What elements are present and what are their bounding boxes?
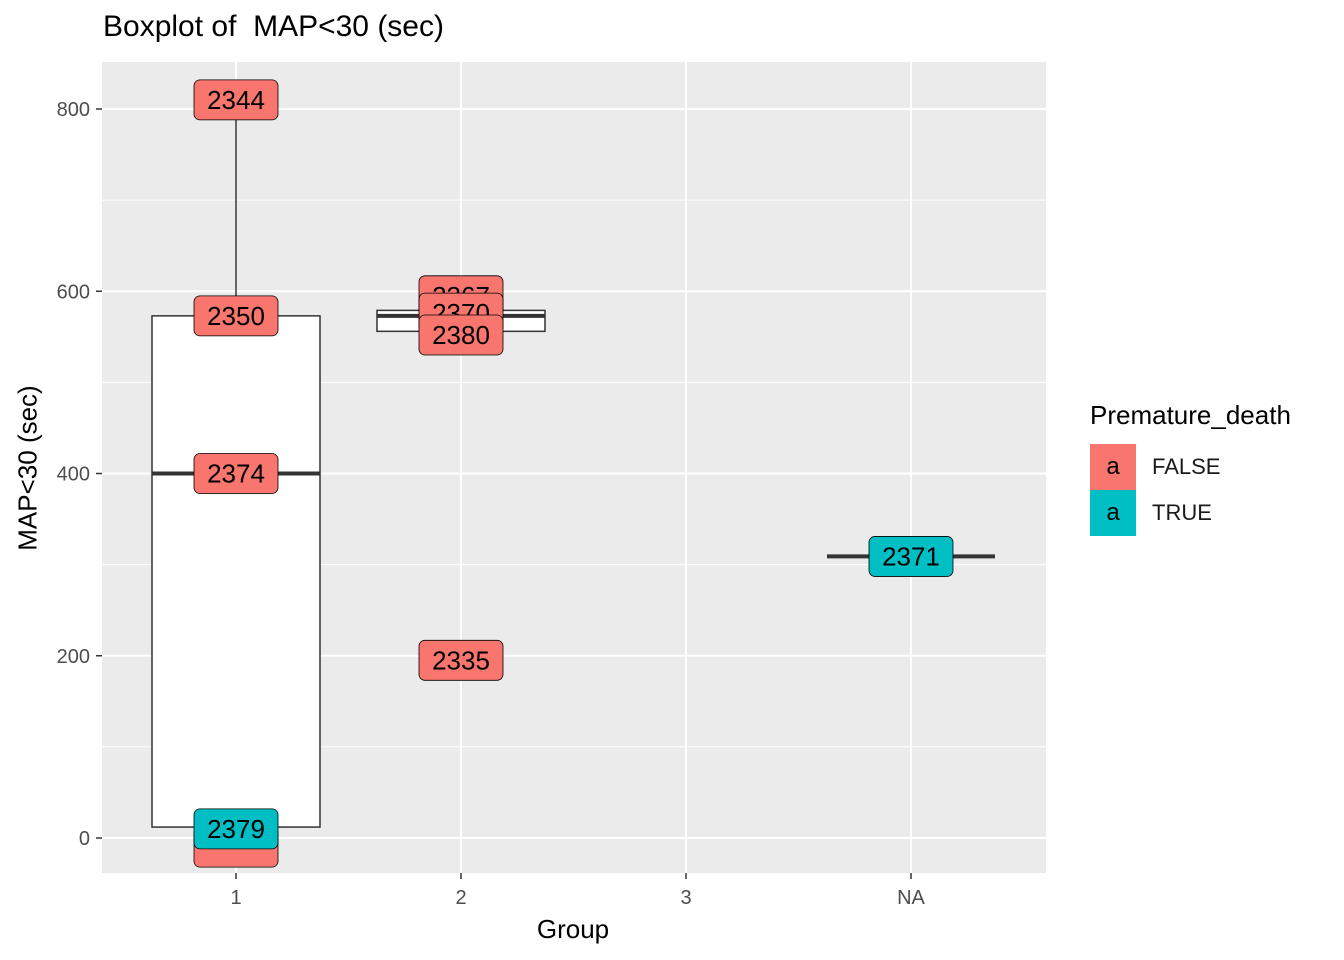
point-label-text: 2350 bbox=[207, 301, 265, 331]
point-label-text: 2335 bbox=[432, 645, 490, 675]
point-label-box bbox=[193, 79, 279, 121]
x-tick-label: 2 bbox=[455, 887, 466, 909]
legend-label-true: TRUE bbox=[1152, 500, 1212, 525]
point-label-text: 2379 bbox=[207, 814, 265, 844]
y-tick-label: 200 bbox=[57, 646, 90, 668]
y-tick-label: 400 bbox=[57, 464, 90, 486]
y-tick-label: 600 bbox=[57, 281, 90, 303]
chart-title: Boxplot of MAP<30 (sec) bbox=[103, 10, 444, 43]
point-label-text: 2374 bbox=[207, 459, 265, 489]
x-tick-label: 1 bbox=[230, 887, 241, 909]
legend-item-false: a FALSE bbox=[1090, 444, 1220, 490]
x-tick-label: NA bbox=[897, 887, 925, 909]
point-label-box bbox=[868, 536, 954, 577]
point-label-box bbox=[193, 453, 279, 494]
legend-item-true: a TRUE bbox=[1090, 490, 1212, 536]
legend: Premature_death a FALSE a TRUE bbox=[1090, 400, 1291, 536]
legend-key-true: a bbox=[1090, 490, 1136, 536]
point-label-text: 2371 bbox=[882, 541, 940, 571]
point-label: 2380 bbox=[418, 314, 504, 356]
legend-title: Premature_death bbox=[1090, 400, 1291, 430]
x-tick-label: 3 bbox=[680, 887, 691, 909]
point-label-box bbox=[193, 808, 279, 850]
point-label-box bbox=[418, 639, 504, 681]
legend-label-false: FALSE bbox=[1152, 454, 1221, 479]
point-label-box bbox=[193, 295, 279, 337]
point-label: 2335 bbox=[418, 639, 504, 681]
point-label: 2374 bbox=[193, 453, 279, 494]
y-tick-label: 800 bbox=[57, 99, 90, 121]
point-label-text: 2380 bbox=[432, 320, 490, 350]
y-axis-label: MAP<30 (sec) bbox=[12, 385, 43, 551]
point-label-text: 2344 bbox=[207, 85, 265, 115]
y-tick-label: 0 bbox=[79, 828, 90, 850]
point-label: 2350 bbox=[193, 295, 279, 337]
point-label: 2379 bbox=[193, 808, 279, 850]
point-label: 2344 bbox=[193, 79, 279, 121]
legend-key-false: a bbox=[1090, 444, 1136, 490]
box-group-1 bbox=[151, 109, 321, 829]
point-label-box bbox=[418, 314, 504, 356]
point-label: 2371 bbox=[868, 536, 954, 577]
box-rect bbox=[151, 315, 321, 828]
x-axis-label: Group bbox=[536, 914, 610, 944]
